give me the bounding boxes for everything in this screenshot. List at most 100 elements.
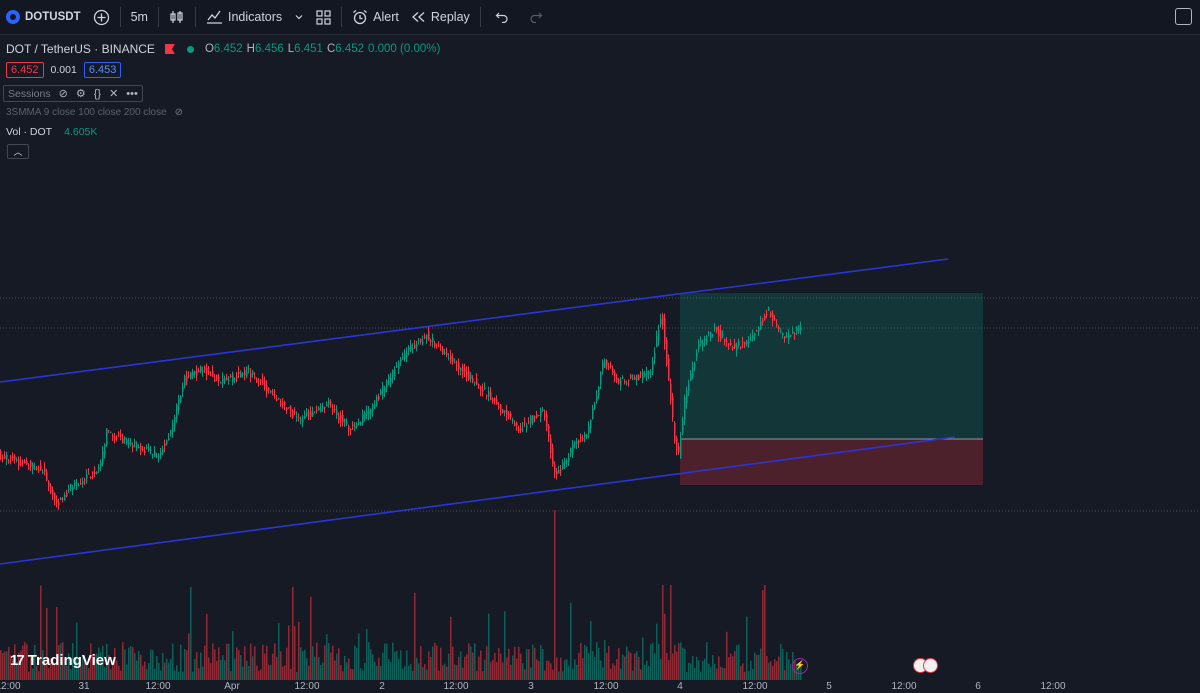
volume-bar <box>686 671 688 680</box>
undo-button[interactable] <box>485 0 519 35</box>
volume-bar <box>392 642 394 680</box>
time-axis-label: Apr <box>224 681 240 692</box>
volume-bar <box>300 647 302 680</box>
volume-bar <box>146 669 148 680</box>
redo-button[interactable] <box>519 0 553 35</box>
volume-bar <box>682 647 684 680</box>
eye-off-icon[interactable]: ⊘ <box>174 107 184 118</box>
volume-bar <box>460 651 462 680</box>
compare-button[interactable] <box>87 0 116 35</box>
candle-body <box>266 385 268 392</box>
candle-body <box>162 448 164 454</box>
volume-bar <box>102 646 104 680</box>
volume-bar <box>26 644 28 680</box>
candle-body <box>656 336 658 348</box>
candle-body <box>40 465 42 471</box>
volume-bar <box>648 665 650 680</box>
flag-icon[interactable] <box>164 44 175 54</box>
lightning-event-icon[interactable]: ⚡ <box>792 658 808 674</box>
candle-body <box>744 342 746 345</box>
candle-body <box>338 416 340 420</box>
volume-bar <box>742 663 744 680</box>
volume-bar <box>46 607 48 680</box>
candle-body <box>754 332 756 336</box>
candle-body <box>274 393 276 395</box>
collapse-legend-button[interactable]: ︿ <box>7 144 29 159</box>
close-icon[interactable]: ✕ <box>109 88 119 100</box>
volume-bar <box>566 659 568 680</box>
volume-bar <box>82 655 84 680</box>
volume-bar <box>472 652 474 680</box>
us-event-icon[interactable] <box>923 658 938 673</box>
buy-button[interactable]: 6.453 <box>83 62 122 78</box>
candle-body <box>186 376 188 382</box>
volume-bar <box>268 664 270 680</box>
candle-body <box>616 376 618 381</box>
eye-off-icon[interactable]: ⊘ <box>58 88 68 100</box>
volume-bar <box>260 669 262 680</box>
candle-body <box>176 404 178 419</box>
volume-bar <box>382 652 384 680</box>
volume-bar <box>680 642 682 680</box>
pair-title[interactable]: DOT / TetherUS · BINANCE <box>6 42 155 56</box>
top-toolbar: DOTUSDT 5m Indicators Alert Replay <box>0 0 1200 35</box>
source-code-icon[interactable]: {} <box>93 87 102 100</box>
indicators-button[interactable]: Indicators <box>200 0 310 35</box>
candle-body <box>614 371 616 377</box>
volume-bar <box>42 650 44 680</box>
volume-bar <box>310 596 312 680</box>
volume-bar <box>732 656 734 680</box>
candle-body <box>798 325 800 332</box>
replay-button[interactable]: Replay <box>405 0 476 35</box>
volume-bar <box>476 670 478 680</box>
candle-body <box>334 408 336 410</box>
sma-indicator[interactable]: 3SMMA 9 close 100 close 200 close ⊘ <box>6 107 183 118</box>
candle-body <box>746 340 748 344</box>
tradingview-logo[interactable]: 17 TradingView <box>10 652 116 669</box>
candle-body <box>472 378 474 382</box>
fullscreen-icon[interactable] <box>1175 8 1192 25</box>
volume-bar <box>652 642 654 680</box>
candle-body <box>2 457 4 459</box>
sell-button[interactable]: 6.452 <box>6 62 44 78</box>
volume-bar <box>110 669 112 680</box>
volume-bar <box>418 663 420 680</box>
candle-body <box>118 433 120 435</box>
volume-bar <box>364 662 366 680</box>
volume-bar <box>202 666 204 680</box>
volume-bar <box>788 659 790 680</box>
candle-body <box>156 456 158 458</box>
volume-legend[interactable]: Vol · DOT 4.605K <box>6 126 97 138</box>
alert-button[interactable]: Alert <box>346 0 405 35</box>
candle-body <box>432 337 434 342</box>
volume-value: 4.605K <box>64 126 98 138</box>
candle-body <box>138 447 140 449</box>
volume-bar <box>78 661 80 680</box>
candle-body <box>706 335 708 343</box>
time-axis-label: 31 <box>78 681 90 692</box>
candle-body <box>48 481 50 488</box>
volume-bar <box>432 646 434 680</box>
more-icon[interactable]: ••• <box>126 87 138 100</box>
candle-body <box>238 372 240 375</box>
volume-bar <box>154 668 156 680</box>
chart-type-button[interactable] <box>163 0 191 35</box>
gear-icon[interactable]: ⚙ <box>75 88 86 100</box>
market-open-icon <box>186 45 194 53</box>
volume-bar <box>180 644 182 680</box>
templates-button[interactable] <box>310 0 337 35</box>
candle-body <box>630 375 632 378</box>
volume-bar <box>254 646 256 680</box>
interval-button[interactable]: 5m <box>130 10 148 24</box>
volume-bar <box>716 668 718 680</box>
buy-sell-panel: 6.452 0.001 6.453 <box>6 62 122 78</box>
time-axis[interactable]: 12:00 31 12:00 Apr 12:00 2 12:00 3 12:00 4 12:00 5 1… <box>0 681 1200 693</box>
candle-body <box>142 449 144 451</box>
candle-body <box>136 444 138 449</box>
candle-body <box>256 378 258 383</box>
candle-body <box>766 314 768 316</box>
sessions-legend[interactable]: Sessions ⊘ ⚙ {} ✕ ••• <box>3 85 143 102</box>
symbol-search[interactable]: DOTUSDT <box>0 0 87 35</box>
volume-bar <box>640 669 642 680</box>
